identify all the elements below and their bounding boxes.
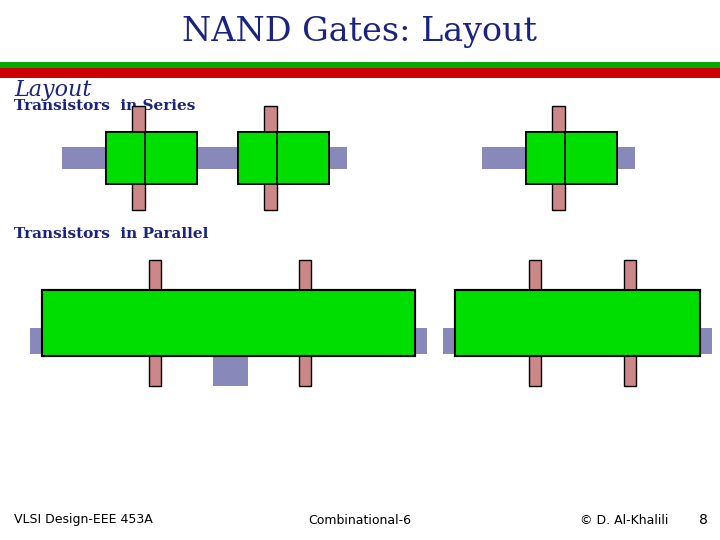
- Bar: [564, 132, 616, 184]
- Bar: [457, 328, 528, 354]
- Bar: [624, 290, 636, 356]
- Bar: [177, 329, 193, 345]
- Bar: [279, 135, 325, 181]
- Bar: [264, 132, 276, 184]
- Bar: [148, 135, 194, 181]
- Bar: [294, 150, 311, 166]
- Bar: [564, 132, 616, 184]
- Bar: [299, 260, 311, 386]
- Bar: [482, 147, 634, 169]
- Bar: [552, 106, 564, 210]
- Bar: [30, 328, 427, 354]
- Bar: [148, 290, 161, 356]
- Bar: [238, 132, 289, 184]
- Bar: [443, 328, 712, 354]
- Bar: [455, 290, 700, 356]
- Bar: [106, 132, 158, 184]
- Bar: [240, 135, 287, 181]
- Bar: [123, 150, 140, 166]
- Bar: [624, 260, 636, 386]
- Bar: [299, 290, 312, 356]
- Bar: [652, 329, 668, 345]
- Bar: [0, 62, 720, 68]
- Bar: [276, 132, 328, 184]
- Text: Layout: Layout: [14, 79, 91, 101]
- Bar: [44, 328, 148, 354]
- Bar: [455, 290, 700, 356]
- Bar: [541, 328, 624, 354]
- Text: NAND Gates: Layout: NAND Gates: Layout: [182, 16, 538, 48]
- Bar: [60, 329, 76, 345]
- Bar: [557, 329, 573, 345]
- Text: 8: 8: [699, 513, 708, 527]
- Bar: [552, 132, 564, 184]
- Bar: [238, 132, 289, 184]
- Bar: [0, 68, 720, 78]
- Bar: [312, 328, 413, 354]
- Text: Transistors  in Parallel: Transistors in Parallel: [14, 227, 208, 241]
- Bar: [473, 329, 489, 345]
- Bar: [162, 150, 179, 166]
- Bar: [161, 328, 299, 354]
- Bar: [42, 290, 415, 356]
- Bar: [212, 356, 248, 386]
- Bar: [109, 135, 155, 181]
- Bar: [149, 260, 161, 386]
- Bar: [42, 290, 415, 356]
- Bar: [526, 132, 577, 184]
- Text: Combinational-6: Combinational-6: [308, 514, 412, 526]
- Bar: [132, 132, 145, 184]
- Text: Transistors  in Series: Transistors in Series: [14, 99, 195, 113]
- Bar: [61, 147, 346, 169]
- Bar: [255, 150, 272, 166]
- Bar: [636, 328, 698, 354]
- Bar: [276, 132, 328, 184]
- Bar: [528, 290, 541, 356]
- Bar: [264, 106, 276, 210]
- Bar: [528, 135, 575, 181]
- Bar: [529, 260, 541, 386]
- Bar: [543, 150, 560, 166]
- Bar: [582, 150, 599, 166]
- Bar: [526, 132, 577, 184]
- Bar: [145, 132, 197, 184]
- Bar: [106, 132, 158, 184]
- Text: © D. Al-Khalili: © D. Al-Khalili: [580, 514, 668, 526]
- Text: VLSI Design-EEE 453A: VLSI Design-EEE 453A: [14, 514, 153, 526]
- Bar: [145, 132, 197, 184]
- Bar: [567, 135, 613, 181]
- Bar: [132, 106, 145, 210]
